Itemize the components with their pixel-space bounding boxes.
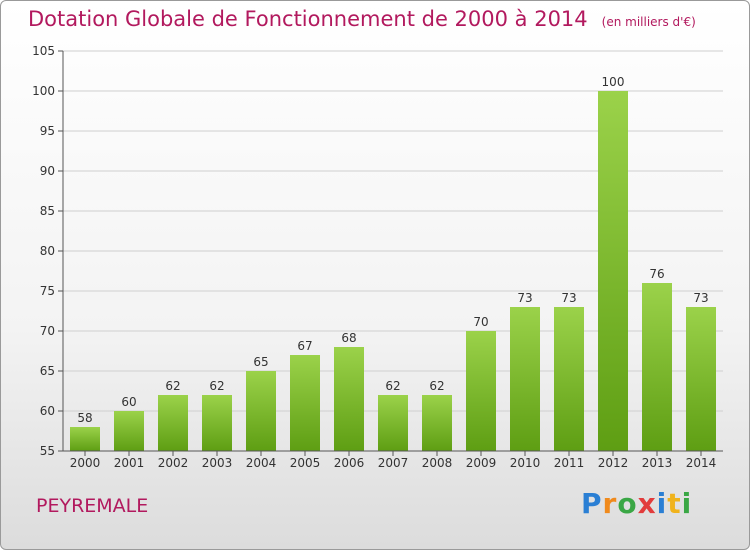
bar-value-label: 67 <box>297 339 312 353</box>
bar-value-label: 73 <box>561 291 576 305</box>
y-tick-label: 95 <box>40 124 55 138</box>
y-tick-label: 60 <box>40 404 55 418</box>
bar-value-label: 100 <box>602 75 625 89</box>
x-tick-label: 2004 <box>246 456 277 470</box>
bar-value-label: 62 <box>429 379 444 393</box>
chart-title-text: Dotation Globale de Fonctionnement de 20… <box>28 7 588 31</box>
y-tick-label: 65 <box>40 364 55 378</box>
x-tick-label: 2010 <box>510 456 541 470</box>
y-tick-label: 105 <box>32 44 55 58</box>
bar <box>422 395 452 451</box>
proxiti-logo: Proxiti <box>581 487 692 520</box>
y-tick-label: 75 <box>40 284 55 298</box>
bar-value-label: 62 <box>209 379 224 393</box>
bar <box>510 307 540 451</box>
y-tick-label: 85 <box>40 204 55 218</box>
chart-unit: (en milliers d'€) <box>601 15 696 29</box>
y-tick-label: 80 <box>40 244 55 258</box>
x-tick-label: 2014 <box>686 456 717 470</box>
bar-value-label: 62 <box>165 379 180 393</box>
bar-value-label: 73 <box>693 291 708 305</box>
bar <box>598 91 628 451</box>
x-tick-label: 2006 <box>334 456 365 470</box>
logo-letter: P <box>581 487 603 520</box>
bar <box>202 395 232 451</box>
y-tick-label: 70 <box>40 324 55 338</box>
logo-letter: x <box>637 487 657 520</box>
x-tick-label: 2007 <box>378 456 409 470</box>
x-tick-label: 2003 <box>202 456 233 470</box>
bar <box>686 307 716 451</box>
logo-letter: o <box>617 487 638 520</box>
x-tick-label: 2009 <box>466 456 497 470</box>
bar <box>290 355 320 451</box>
bar-value-label: 68 <box>341 331 356 345</box>
bar-value-label: 70 <box>473 315 488 329</box>
bar <box>158 395 188 451</box>
x-tick-label: 2013 <box>642 456 673 470</box>
bar-value-label: 62 <box>385 379 400 393</box>
logo-letter: i <box>656 487 668 520</box>
x-tick-label: 2011 <box>554 456 585 470</box>
bar <box>378 395 408 451</box>
x-tick-label: 2002 <box>158 456 189 470</box>
x-tick-label: 2005 <box>290 456 321 470</box>
x-tick-label: 2012 <box>598 456 629 470</box>
logo-letter: r <box>602 487 618 520</box>
y-tick-label: 100 <box>32 84 55 98</box>
commune-name: PEYREMALE <box>36 495 149 517</box>
bar-value-label: 73 <box>517 291 532 305</box>
bar-value-label: 76 <box>649 267 664 281</box>
x-tick-label: 2001 <box>114 456 145 470</box>
logo-letter: i <box>681 487 693 520</box>
y-tick-label: 90 <box>40 164 55 178</box>
bar <box>334 347 364 451</box>
bar <box>70 427 100 451</box>
x-tick-label: 2008 <box>422 456 453 470</box>
bar <box>642 283 672 451</box>
y-tick-label: 55 <box>40 444 55 458</box>
chart-title: Dotation Globale de Fonctionnement de 20… <box>28 7 696 31</box>
bar <box>466 331 496 451</box>
bar <box>114 411 144 451</box>
bar-value-label: 58 <box>77 411 92 425</box>
bar <box>554 307 584 451</box>
logo-letter: t <box>667 487 682 520</box>
bar-value-label: 65 <box>253 355 268 369</box>
x-tick-label: 2000 <box>70 456 101 470</box>
bar-value-label: 60 <box>121 395 136 409</box>
bar <box>246 371 276 451</box>
